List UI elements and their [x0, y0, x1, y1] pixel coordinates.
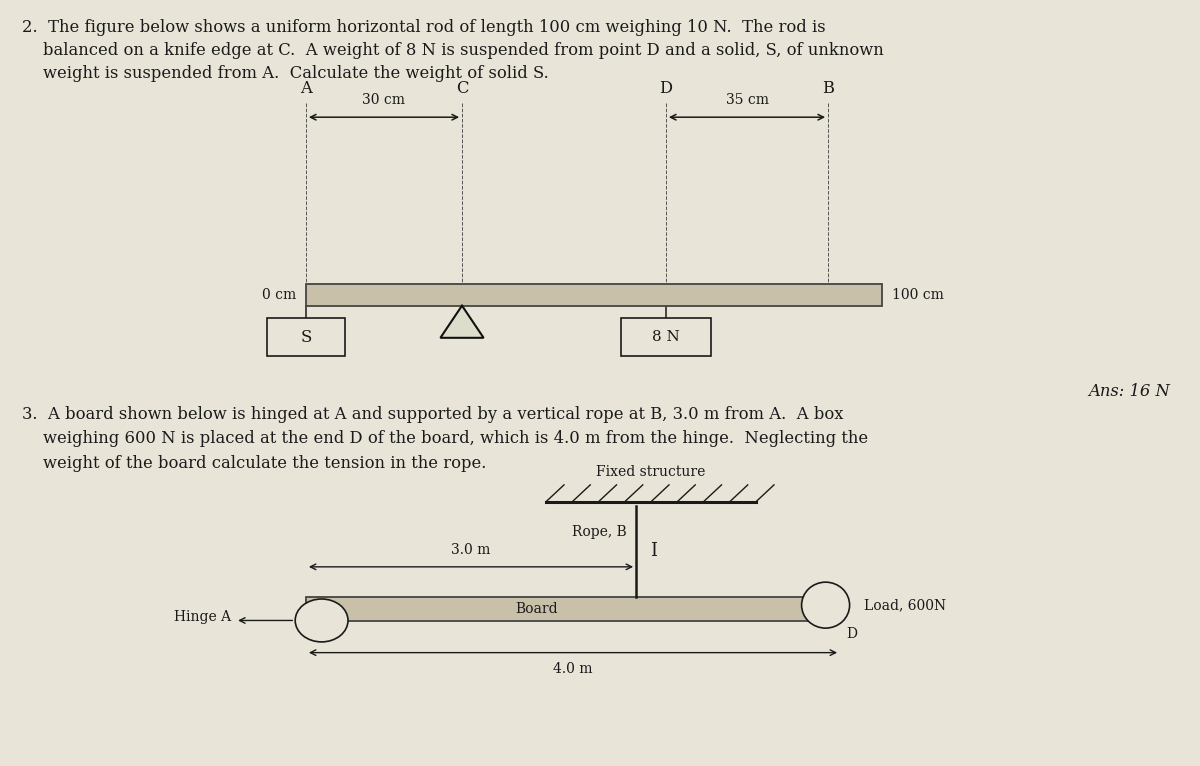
Text: D: D	[660, 80, 672, 97]
Ellipse shape	[802, 582, 850, 628]
Text: Fixed structure: Fixed structure	[596, 465, 706, 479]
Text: 3.  A board shown below is hinged at A and supported by a vertical rope at B, 3.: 3. A board shown below is hinged at A an…	[22, 406, 844, 423]
Bar	[306, 284, 882, 306]
Text: 2.  The figure below shows a uniform horizontal rod of length 100 cm weighing 10: 2. The figure below shows a uniform hori…	[22, 19, 826, 36]
Text: Load, 600N: Load, 600N	[864, 598, 946, 612]
Text: weight of the board calculate the tension in the rope.: weight of the board calculate the tensio…	[22, 455, 486, 472]
Text: 4.0 m: 4.0 m	[553, 662, 593, 676]
Text: 8 N: 8 N	[652, 330, 680, 344]
Text: 3.0 m: 3.0 m	[451, 543, 491, 557]
Text: Ans: 16 N: Ans: 16 N	[1088, 383, 1170, 400]
Text: 35 cm: 35 cm	[726, 93, 768, 107]
Text: Rope, B: Rope, B	[571, 525, 626, 539]
Text: weighing 600 N is placed at the end D of the board, which is 4.0 m from the hing: weighing 600 N is placed at the end D of…	[22, 430, 868, 447]
Text: C: C	[456, 80, 468, 97]
Text: balanced on a knife edge at C.  A weight of 8 N is suspended from point D and a : balanced on a knife edge at C. A weight …	[22, 42, 883, 59]
Ellipse shape	[295, 599, 348, 642]
Text: D: D	[846, 627, 857, 641]
Text: A: A	[300, 80, 312, 97]
Text: 30 cm: 30 cm	[362, 93, 406, 107]
Text: S: S	[300, 329, 312, 345]
Bar	[306, 597, 840, 621]
Bar	[622, 318, 710, 356]
Text: Board: Board	[516, 602, 558, 616]
Text: I: I	[650, 542, 658, 560]
Text: weight is suspended from A.  Calculate the weight of solid S.: weight is suspended from A. Calculate th…	[22, 65, 548, 82]
Text: Hinge A: Hinge A	[174, 610, 232, 624]
Text: 100 cm: 100 cm	[892, 288, 943, 302]
Text: 0 cm: 0 cm	[262, 288, 296, 302]
Text: B: B	[822, 80, 834, 97]
Bar	[266, 318, 346, 356]
Polygon shape	[440, 306, 484, 338]
